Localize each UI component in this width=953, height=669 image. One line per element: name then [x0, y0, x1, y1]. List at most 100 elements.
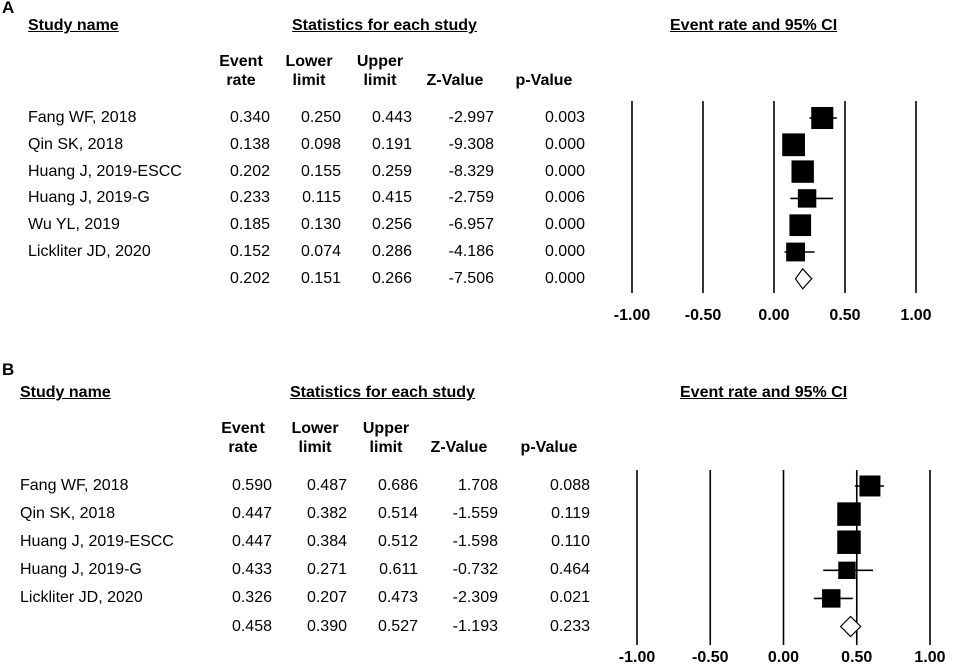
pooled-value: 0.233 — [549, 617, 590, 635]
table-cell: 0.110 — [551, 533, 590, 551]
plot-title: Event rate and 95% CI — [680, 384, 848, 401]
table-cell: 0.006 — [544, 189, 585, 207]
x-tick-label: 0.00 — [768, 649, 799, 666]
study-name: Fang WF, 2018 — [28, 109, 137, 126]
table-cell: 0.088 — [549, 477, 590, 494]
table-cell: -2.997 — [448, 109, 494, 126]
event-rate-header: Event rate — [219, 53, 263, 89]
pooled-value: -1.193 — [452, 617, 498, 635]
table-cell: 0.003 — [544, 109, 585, 126]
x-tick-label: -0.50 — [692, 649, 729, 666]
table-cell: 0.340 — [229, 109, 270, 126]
table-cell: -0.732 — [452, 561, 498, 579]
table-cell: 0.021 — [549, 589, 590, 607]
table-cell: -9.308 — [448, 135, 494, 153]
pooled-diamond — [794, 267, 813, 290]
table-cell: 0.152 — [229, 243, 270, 260]
study-name: Huang J, 2019-ESCC — [20, 533, 174, 551]
table-cell: 0.138 — [229, 135, 270, 153]
table-cell: -6.957 — [448, 216, 494, 234]
p-value-header: p-Value — [515, 72, 573, 89]
study-marker — [786, 242, 805, 262]
panel-label: A — [2, 0, 15, 17]
study-marker — [837, 530, 861, 554]
table-cell: 0.487 — [306, 477, 347, 494]
panel-label: B — [2, 360, 15, 379]
z-value-header: Z-Value — [426, 72, 484, 89]
table-cell: 0.115 — [302, 189, 341, 207]
table-cell: 0.611 — [379, 561, 418, 579]
table-cell: 0.000 — [544, 216, 585, 234]
x-tick-label: -1.00 — [614, 307, 651, 324]
table-cell: 0.473 — [377, 589, 418, 607]
pooled-value: -7.506 — [448, 269, 494, 287]
table-cell: 0.185 — [229, 216, 270, 234]
x-tick-label: 0.50 — [829, 307, 860, 324]
pooled-value: 0.458 — [231, 617, 272, 635]
table-cell: 0.433 — [231, 561, 272, 579]
study-marker — [797, 189, 817, 208]
lower-limit-header: Lower limit — [285, 53, 333, 89]
study-name: Huang J, 2019-G — [20, 561, 142, 579]
table-cell: 0.590 — [231, 477, 272, 494]
table-cell: 0.514 — [377, 505, 418, 523]
study-name: Wu YL, 2019 — [28, 216, 120, 234]
study-name: Qin SK, 2018 — [20, 505, 116, 523]
table-cell: 0.447 — [231, 505, 272, 523]
table-cell: 0.000 — [544, 162, 585, 180]
study-name-header: Study name — [20, 384, 111, 401]
x-tick-label: 0.50 — [841, 649, 872, 666]
study-name: Lickliter JD, 2020 — [20, 589, 143, 607]
z-value-header: Z-Value — [430, 439, 488, 456]
pooled-value: 0.000 — [544, 269, 585, 287]
x-tick-label: 1.00 — [914, 649, 945, 666]
x-tick-label: 0.00 — [758, 307, 789, 324]
table-cell: 0.286 — [371, 243, 412, 260]
table-cell: 0.074 — [300, 243, 341, 260]
table-cell: -2.759 — [448, 189, 494, 207]
table-cell: 0.464 — [549, 561, 590, 579]
study-name: Huang J, 2019-G — [28, 189, 150, 207]
table-cell: 0.382 — [306, 505, 347, 523]
table-cell: 0.130 — [300, 216, 341, 234]
study-marker — [822, 589, 841, 608]
p-value-header: p-Value — [520, 439, 578, 456]
table-cell: 0.326 — [231, 589, 272, 607]
table-cell: 0.256 — [371, 216, 412, 234]
x-tick-label: -1.00 — [619, 649, 656, 666]
plot-title: Event rate and 95% CI — [670, 17, 838, 34]
table-cell: -1.559 — [452, 505, 498, 523]
study-marker — [782, 133, 805, 157]
study-marker — [811, 106, 834, 130]
table-cell: 0.271 — [306, 561, 347, 579]
table-cell: 0.512 — [377, 533, 418, 551]
study-name: Lickliter JD, 2020 — [28, 243, 151, 260]
table-cell: 0.000 — [544, 243, 585, 260]
event-rate-header: Event rate — [221, 420, 265, 456]
table-cell: 0.191 — [371, 135, 412, 153]
table-cell: -4.186 — [448, 243, 494, 260]
study-name-header: Study name — [28, 17, 119, 34]
table-cell: 0.098 — [300, 135, 341, 153]
upper-limit-header: Upper limit — [362, 420, 410, 456]
upper-limit-header: Upper limit — [356, 53, 404, 89]
study-name: Qin SK, 2018 — [28, 135, 124, 153]
table-cell: 0.686 — [377, 477, 418, 494]
lower-limit-header: Lower limit — [291, 420, 339, 456]
study-marker — [859, 475, 881, 497]
statistics-header: Statistics for each study — [290, 384, 475, 401]
pooled-value: 0.202 — [229, 269, 270, 287]
table-cell: 0.384 — [306, 533, 347, 551]
study-marker — [838, 561, 856, 579]
table-cell: 0.119 — [551, 505, 590, 523]
table-cell: -8.329 — [448, 162, 494, 180]
table-cell: 1.708 — [457, 477, 498, 494]
table-cell: 0.259 — [371, 162, 412, 180]
pooled-value: 0.527 — [377, 617, 418, 635]
pooled-diamond — [839, 615, 862, 638]
study-name: Fang WF, 2018 — [20, 477, 129, 494]
pooled-value: 0.390 — [306, 617, 347, 635]
table-cell: -1.598 — [452, 533, 498, 551]
table-cell: 0.207 — [306, 589, 347, 607]
study-marker — [837, 502, 861, 526]
